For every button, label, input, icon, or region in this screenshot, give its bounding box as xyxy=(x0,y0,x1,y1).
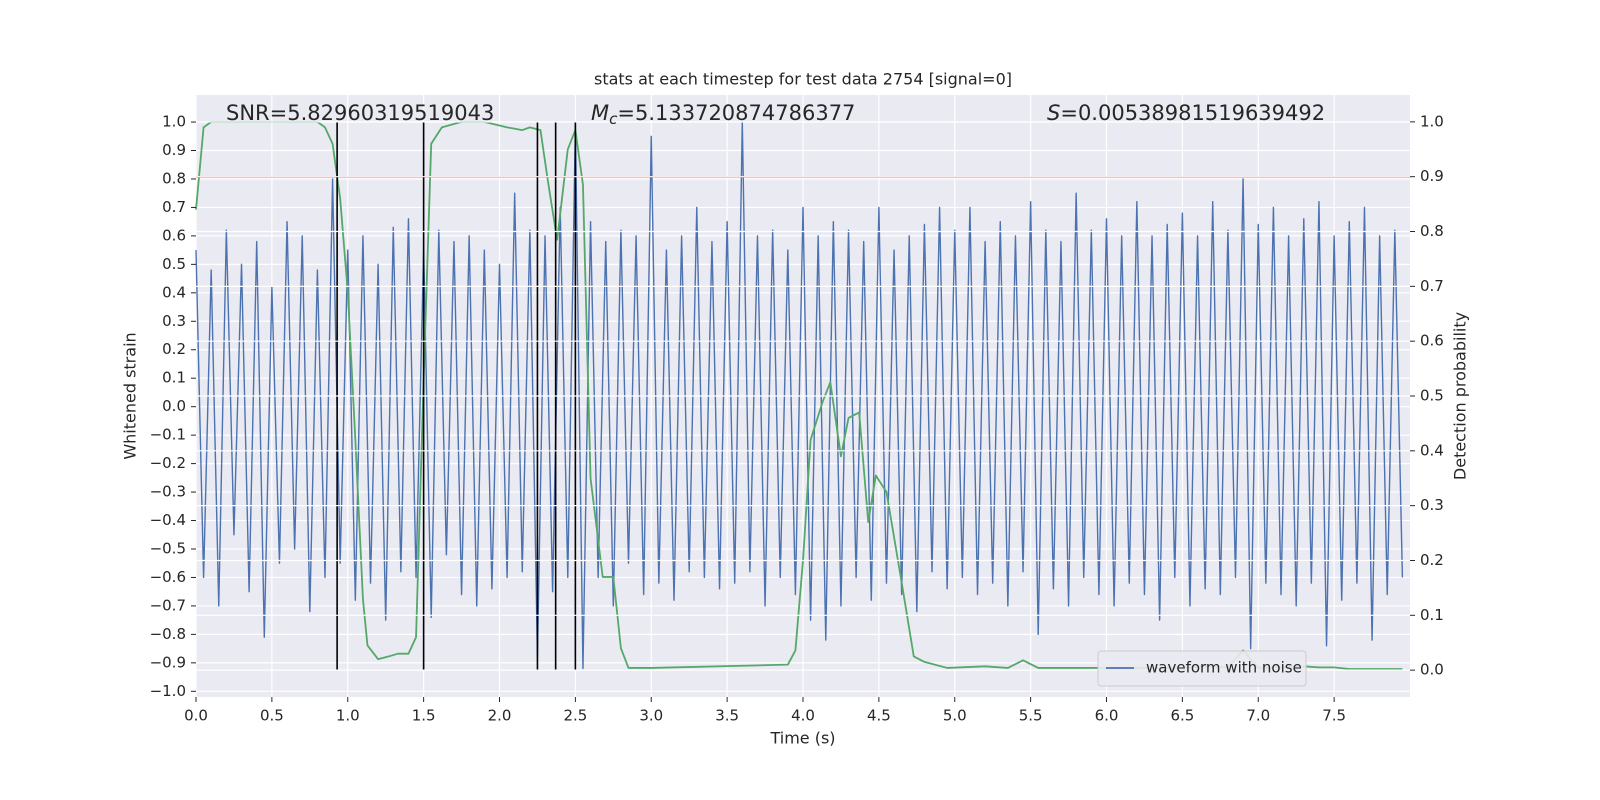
x-tick-label: 1.5 xyxy=(412,707,436,725)
y2-tick-label: 0.1 xyxy=(1420,606,1444,624)
y2-tick-label: 0.9 xyxy=(1420,167,1444,185)
y-tick-label: −0.3 xyxy=(150,483,186,501)
annotation: S=0.00538981519639492 xyxy=(1047,101,1325,125)
x-tick-label: 7.5 xyxy=(1322,707,1346,725)
y2-tick-label: 0.0 xyxy=(1420,661,1444,679)
x-tick-label: 6.5 xyxy=(1170,707,1194,725)
x-tick-label: 1.0 xyxy=(336,707,360,725)
y2-tick-label: 0.5 xyxy=(1420,387,1444,405)
x-tick-label: 2.0 xyxy=(488,707,512,725)
x-axis-label: Time (s) xyxy=(769,729,835,748)
y-tick-label: −0.4 xyxy=(150,511,186,529)
y-tick-label: 1.0 xyxy=(162,113,186,131)
x-tick-label: 6.0 xyxy=(1095,707,1119,725)
x-tick-label: 0.5 xyxy=(260,707,284,725)
y2-tick-label: 1.0 xyxy=(1420,112,1444,130)
y2-axis-label: Detection probability xyxy=(1451,312,1470,480)
y-tick-label: 0.1 xyxy=(162,369,186,387)
ticks: 0.0 0.5 1.0 1.5 2.0 2.5 3.0 3.5 4.0 4.5 5.0 5.5 6.0 6… xyxy=(150,101,1444,725)
y-tick-label: 0.7 xyxy=(162,198,186,216)
annotation-text: =5.133720874786377 xyxy=(617,101,855,125)
annotation-text: SNR=5.82960319519043 xyxy=(226,101,494,125)
x-tick-label: 5.0 xyxy=(943,707,967,725)
y-tick-label: 0.6 xyxy=(162,226,186,244)
x-tick-label: 4.0 xyxy=(791,707,815,725)
y-tick-label: −0.2 xyxy=(150,454,186,472)
annotation-subscript: c xyxy=(609,110,618,128)
y-tick-label: −0.1 xyxy=(150,426,186,444)
x-tick-label: 3.0 xyxy=(639,707,663,725)
y-tick-label: 0.2 xyxy=(162,340,186,358)
x-tick-label: 0.0 xyxy=(184,707,208,725)
y-tick-label: 0.4 xyxy=(162,283,186,301)
annotation: SNR=5.82960319519043 xyxy=(226,101,494,125)
y2-tick-label: 0.8 xyxy=(1420,222,1444,240)
x-tick-label: 7.0 xyxy=(1246,707,1270,725)
annotation-symbol: M xyxy=(591,101,609,125)
y-axis-label: Whitened strain xyxy=(121,332,140,459)
annotation-text: =0.00538981519639492 xyxy=(1060,101,1325,125)
annotation-symbol: S xyxy=(1047,101,1060,125)
y-tick-label: −0.7 xyxy=(150,596,186,614)
y-tick-label: −1.0 xyxy=(150,682,186,700)
y2-tick-label: 0.6 xyxy=(1420,332,1444,350)
chart-title: stats at each timestep for test data 275… xyxy=(594,70,1012,89)
y-tick-label: 0.8 xyxy=(162,169,186,187)
y-tick-label: −0.8 xyxy=(150,625,186,643)
probability-line xyxy=(195,120,1403,670)
legend-label: waveform with noise xyxy=(1146,659,1302,677)
y-tick-label: 0.9 xyxy=(162,141,186,159)
legend-box xyxy=(1097,650,1307,687)
y-tick-label: 0.3 xyxy=(162,312,186,330)
y-tick-label: −0.5 xyxy=(150,539,186,557)
x-tick-label: 3.5 xyxy=(715,707,739,725)
y2-tick-label: 0.3 xyxy=(1420,496,1444,514)
waveform-line xyxy=(195,121,1404,670)
y2-tick-label: 0.7 xyxy=(1420,277,1444,295)
x-tick-label: 5.5 xyxy=(1019,707,1043,725)
y-tick-label: −0.6 xyxy=(150,568,186,586)
y-tick-label: −0.9 xyxy=(150,653,186,671)
y-tick-label: 0.5 xyxy=(162,255,186,273)
x-tick-label: 2.5 xyxy=(563,707,587,725)
y2-tick-label: 0.4 xyxy=(1420,441,1444,459)
annotation: Mc=5.133720874786377 xyxy=(591,101,855,128)
y-tick-label: 0.0 xyxy=(162,397,186,415)
x-tick-label: 4.5 xyxy=(867,707,891,725)
y2-tick-label: 0.2 xyxy=(1420,551,1444,569)
